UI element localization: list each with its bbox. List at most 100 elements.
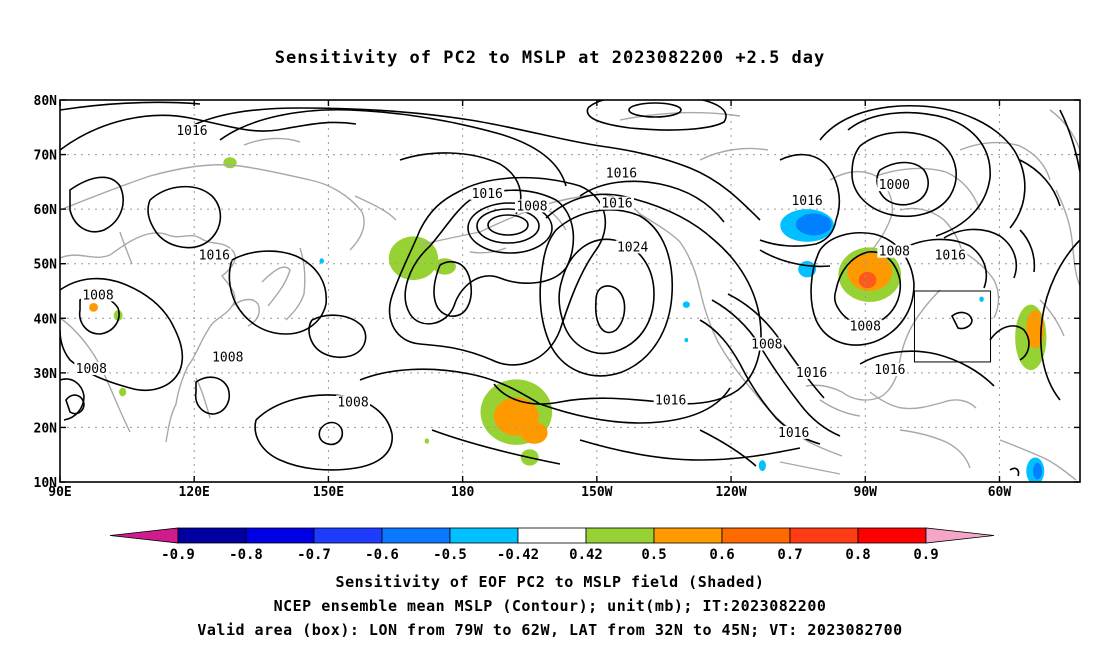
colorbar-label: 0.8 bbox=[845, 547, 870, 563]
contour-label: 1008 bbox=[82, 288, 113, 303]
colorbar-swatch bbox=[245, 527, 315, 544]
sensitivity-blob bbox=[319, 258, 324, 264]
contour-label-bg bbox=[848, 319, 883, 333]
sensitivity-blob bbox=[684, 337, 689, 343]
colorbar-swatch bbox=[381, 527, 451, 544]
colorbar-label: -0.42 bbox=[497, 547, 539, 563]
contour-label: 1016 bbox=[655, 394, 686, 409]
colorbar: -0.9 -0.8 -0.7 -0.6 -0.5 -0.42 0.42 0.5 0.6 0.7 0.… bbox=[109, 527, 995, 563]
contour-label-bg bbox=[81, 288, 116, 302]
contour-label-bg bbox=[604, 166, 639, 180]
mslp-contours bbox=[60, 100, 1080, 477]
contour-label-bg bbox=[872, 363, 907, 377]
colorbar-swatch bbox=[721, 527, 791, 544]
sensitivity-blob bbox=[89, 303, 99, 312]
contour-label-bg bbox=[599, 196, 634, 210]
colorbar-swatch bbox=[857, 527, 927, 544]
contour-label-bg bbox=[470, 186, 505, 200]
footer-line-1: Sensitivity of EOF PC2 to MSLP field (Sh… bbox=[335, 573, 765, 591]
colorbar-label: 0.5 bbox=[641, 547, 666, 563]
sensitivity-blob bbox=[1026, 310, 1045, 349]
colorbar-label: -0.6 bbox=[365, 547, 399, 563]
lat-label: 40N bbox=[34, 312, 58, 327]
contour-label: 1008 bbox=[516, 199, 547, 214]
sensitivity-blob bbox=[388, 236, 439, 281]
lat-label: 10N bbox=[34, 476, 58, 491]
colorbar-label: -0.8 bbox=[229, 547, 263, 563]
contour-label-bg bbox=[933, 248, 968, 262]
contour-label-bg bbox=[790, 193, 825, 207]
sensitivity-blob bbox=[795, 213, 832, 236]
sensitivity-blob bbox=[858, 271, 877, 289]
contour-label: 1016 bbox=[935, 249, 966, 264]
lon-label: 120W bbox=[715, 485, 746, 500]
sensitivity-blob bbox=[520, 421, 548, 444]
colorbar-label: -0.7 bbox=[297, 547, 331, 563]
lon-label: 90W bbox=[854, 485, 878, 500]
colorbar-swatch bbox=[517, 527, 587, 544]
lon-label: 180 bbox=[451, 485, 475, 500]
contour-label-bg bbox=[776, 425, 811, 439]
contour-label-bg bbox=[749, 337, 784, 351]
contour-label: 1008 bbox=[76, 362, 107, 377]
contour-label: 1016 bbox=[778, 426, 809, 441]
contour-label-bg bbox=[653, 393, 688, 407]
sensitivity-blob bbox=[223, 157, 237, 169]
lat-label: 20N bbox=[34, 421, 58, 436]
contour-label: 1016 bbox=[472, 187, 503, 202]
lat-label: 80N bbox=[34, 94, 58, 109]
colorbar-label: 0.7 bbox=[777, 547, 802, 563]
lon-label: 120E bbox=[179, 485, 210, 500]
colorbar-swatch bbox=[789, 527, 859, 544]
contour-label-bg bbox=[197, 248, 232, 262]
contour-label-bg bbox=[336, 395, 371, 409]
contour-label-bg bbox=[877, 244, 912, 258]
contour-labels: 1016 1016 1016 1008 1016 1024 1016 1000 1008 1016… bbox=[74, 124, 968, 441]
contour-label-bg bbox=[74, 362, 109, 376]
contour-label: 1008 bbox=[212, 351, 243, 366]
contour-label: 1008 bbox=[879, 245, 910, 260]
contour-label: 1008 bbox=[337, 395, 368, 410]
contour-label: 1016 bbox=[176, 124, 207, 139]
graticule bbox=[59, 100, 1080, 482]
contour-label-bg bbox=[794, 365, 829, 379]
lon-label: 150E bbox=[313, 485, 344, 500]
sensitivity-blob bbox=[424, 438, 430, 444]
colorbar-high-triangle bbox=[925, 527, 995, 544]
coastlines bbox=[60, 109, 1080, 481]
colorbar-label: 0.9 bbox=[913, 547, 938, 563]
sensitivity-blob bbox=[113, 310, 123, 322]
lat-label: 70N bbox=[34, 149, 58, 164]
lat-label: 60N bbox=[34, 203, 58, 218]
contour-label: 1016 bbox=[199, 249, 230, 264]
contour-label-bg bbox=[877, 178, 912, 192]
sensitivity-blob bbox=[119, 387, 127, 397]
colorbar-label: -0.5 bbox=[433, 547, 467, 563]
colorbar-label: 0.42 bbox=[569, 547, 603, 563]
colorbar-label: -0.9 bbox=[161, 547, 195, 563]
colorbar-swatch bbox=[449, 527, 519, 544]
lon-label: 150W bbox=[581, 485, 612, 500]
colorbar-swatch bbox=[177, 527, 247, 544]
sensitivity-blob bbox=[847, 252, 893, 291]
colorbar-swatch bbox=[585, 527, 655, 544]
map-frame bbox=[59, 99, 1081, 483]
valid-area-box bbox=[913, 290, 992, 363]
contour-label: 1016 bbox=[874, 363, 905, 378]
contour-label: 1016 bbox=[796, 366, 827, 381]
sensitivity-blob bbox=[979, 296, 984, 302]
lat-label: 30N bbox=[34, 367, 58, 382]
footer-line-3: Valid area (box): LON from 79W to 62W, L… bbox=[197, 621, 903, 639]
contour-label: 1016 bbox=[601, 197, 632, 212]
axis-ticks: 90E 120E 150E 180 150W 120W 90W 60W 80N 70N 60N 50N… bbox=[34, 94, 1080, 500]
contour-label: 1000 bbox=[879, 178, 910, 193]
contour-label-bg bbox=[615, 240, 650, 254]
contour-label: 1016 bbox=[606, 167, 637, 182]
contour-label-bg bbox=[174, 124, 209, 138]
contour-label: 1016 bbox=[791, 194, 822, 209]
colorbar-swatch bbox=[653, 527, 723, 544]
contour-label-bg bbox=[514, 199, 549, 213]
colorbar-label: 0.6 bbox=[709, 547, 734, 563]
sensitivity-blob bbox=[682, 301, 690, 308]
lon-label: 90E bbox=[48, 485, 71, 500]
